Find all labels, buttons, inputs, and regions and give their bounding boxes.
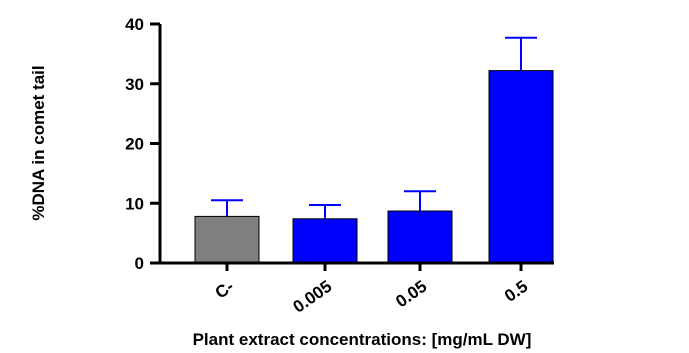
- bar-C-: [194, 215, 260, 264]
- bar-0.5: [488, 70, 554, 264]
- x-axis: C- 0.005 0.05 0.5: [159, 261, 554, 317]
- x-tick-label-0.05: 0.05: [392, 277, 430, 312]
- y-tick-label: 40: [125, 15, 144, 34]
- y-axis-title: %DNA in comet tail: [29, 65, 48, 220]
- y-tick-label: 30: [125, 75, 144, 94]
- y-axis: 0 10 20 30 40: [125, 15, 162, 273]
- bar-0.05: [387, 210, 453, 264]
- error-bars: [211, 36, 537, 219]
- y-tick-label: 10: [125, 194, 144, 213]
- y-tick-label: 0: [135, 254, 144, 273]
- x-tick-label-0.005: 0.005: [290, 277, 336, 317]
- x-tick-label-0.5: 0.5: [501, 277, 531, 306]
- y-tick-label: 20: [125, 135, 144, 154]
- x-tick-label-C-: C-: [212, 277, 238, 303]
- bar-0.005: [292, 218, 358, 264]
- x-axis-title: Plant extract concentrations: [mg/mL DW]: [193, 330, 532, 349]
- bars: [194, 70, 554, 264]
